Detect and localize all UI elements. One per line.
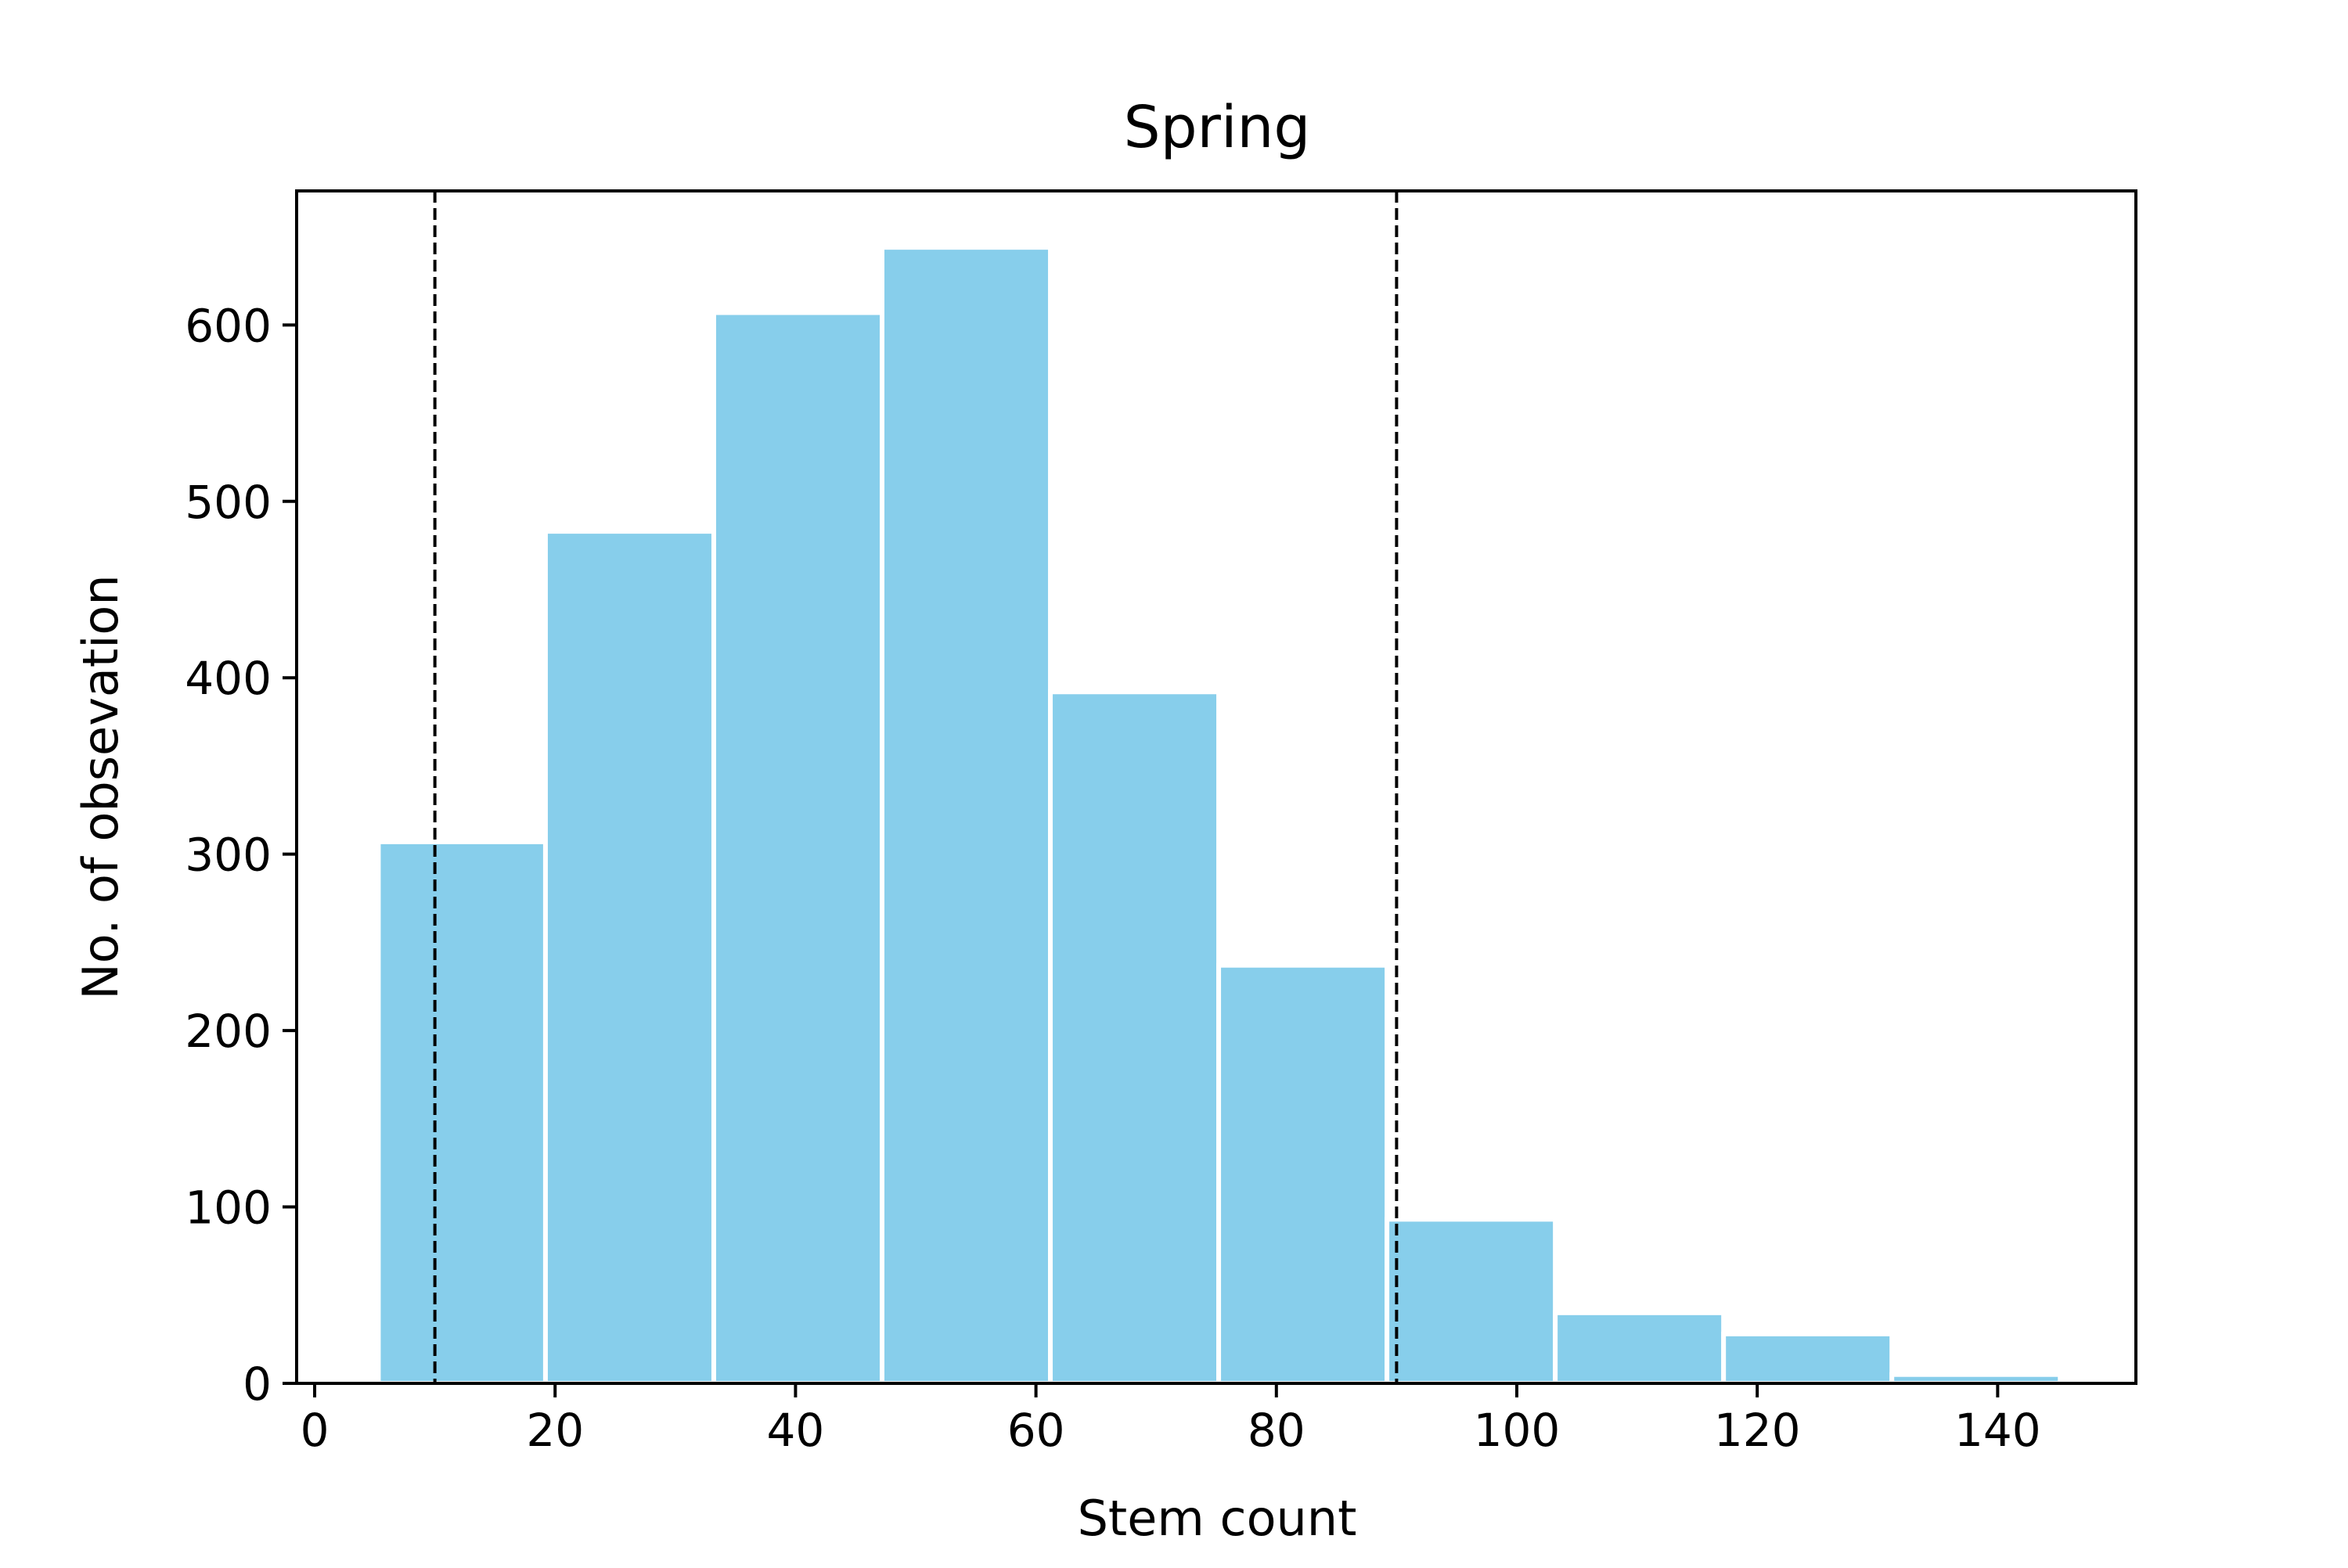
y-tick-label-2: 200 <box>185 1005 272 1058</box>
histogram-bar-4 <box>1048 689 1222 1386</box>
x-axis-ticks: 0 20 40 60 80 100 120 140 <box>301 1383 2041 1457</box>
chart-title: Spring <box>1124 94 1311 161</box>
x-tick-label-5: 100 <box>1474 1404 1561 1457</box>
histogram-bar-0 <box>376 839 548 1386</box>
y-tick-label-0: 0 <box>243 1358 272 1411</box>
y-tick-label-1: 100 <box>185 1181 272 1235</box>
x-axis-label: Stem count <box>1078 1490 1357 1547</box>
histogram-bar-6 <box>1385 1217 1558 1386</box>
histogram-bar-8 <box>1721 1331 1895 1386</box>
x-tick-label-7: 140 <box>1954 1404 2041 1457</box>
x-tick-label-3: 60 <box>1007 1404 1065 1457</box>
y-tick-label-6: 600 <box>185 299 272 352</box>
y-tick-label-5: 500 <box>185 476 272 529</box>
bars-layer <box>376 245 2063 1386</box>
histogram-bar-1 <box>542 529 716 1386</box>
x-tick-label-1: 20 <box>526 1404 584 1457</box>
histogram-bar-2 <box>711 310 885 1386</box>
histogram-bar-7 <box>1553 1310 1727 1386</box>
x-tick-label-4: 80 <box>1248 1404 1305 1457</box>
x-tick-label-0: 0 <box>301 1404 330 1457</box>
y-axis-label: No. of obsevation <box>72 574 129 999</box>
y-axis-ticks: 0 100 200 300 400 500 600 <box>185 299 297 1411</box>
histogram-bar-3 <box>880 245 1053 1386</box>
x-tick-label-2: 40 <box>767 1404 825 1457</box>
histogram-bar-5 <box>1216 962 1390 1386</box>
y-tick-label-3: 300 <box>185 829 272 882</box>
x-tick-label-6: 120 <box>1714 1404 1801 1457</box>
plot-area-frame <box>295 189 2137 1385</box>
y-tick-label-4: 400 <box>185 652 272 705</box>
reference-lines-layer <box>433 191 1399 1383</box>
